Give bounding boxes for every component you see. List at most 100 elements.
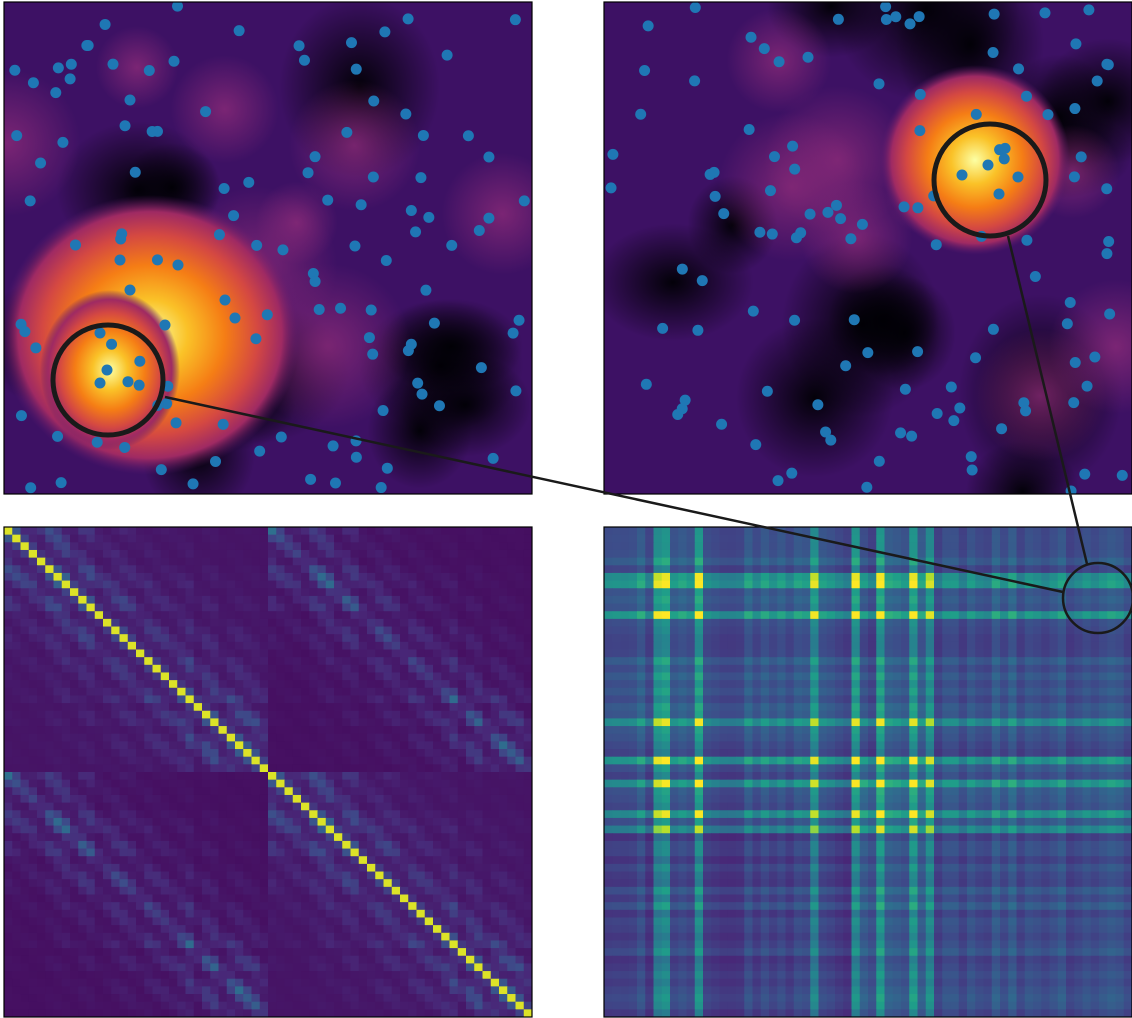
matrix-cell (433, 963, 442, 972)
matrix-cell (284, 595, 294, 605)
matrix-cell (975, 534, 984, 543)
matrix-cell (259, 925, 269, 934)
matrix-cell (309, 527, 318, 536)
matrix-cell (408, 557, 417, 566)
matrix-cell (28, 534, 38, 543)
matrix-cell (309, 649, 318, 658)
matrix-cell (136, 902, 145, 911)
matrix-cell (28, 963, 38, 972)
matrix-cell (28, 986, 38, 995)
matrix-cell (523, 955, 533, 964)
matrix-cell (507, 1009, 516, 1018)
matrix-cell (111, 527, 120, 536)
matrix-cell (78, 542, 87, 551)
matrix-cell (1074, 549, 1083, 559)
matrix-cell (86, 772, 96, 781)
matrix-cell (301, 794, 310, 804)
matrix-cell (251, 749, 261, 758)
matrix-cell (284, 856, 294, 865)
matrix-cell (152, 527, 162, 536)
sample-point (124, 284, 136, 296)
matrix-cell (309, 611, 318, 620)
matrix-cell (94, 1009, 104, 1018)
matrix-cell (367, 542, 376, 551)
matrix-cell (466, 955, 475, 964)
matrix-cell (127, 618, 137, 628)
matrix-cell (12, 802, 21, 811)
matrix-cell (1066, 527, 1075, 536)
matrix-cell (235, 557, 244, 566)
matrix-cell (499, 641, 508, 650)
matrix-cell (144, 971, 153, 980)
matrix-cell (177, 871, 186, 880)
matrix-cell (441, 611, 450, 620)
matrix-cell (474, 994, 483, 1003)
matrix-cell (367, 886, 376, 895)
matrix-cell (4, 695, 13, 704)
matrix-cell (136, 603, 145, 612)
matrix-cell (1090, 527, 1100, 536)
matrix-cell (94, 572, 104, 582)
matrix-cell (441, 687, 450, 696)
matrix-cell (4, 534, 13, 543)
matrix-cell (835, 580, 844, 589)
matrix-cell (441, 932, 450, 941)
matrix-cell (367, 925, 376, 934)
matrix-cell (185, 879, 195, 888)
matrix-cell (818, 549, 828, 559)
matrix-cell (408, 565, 417, 574)
matrix-cell (78, 557, 87, 566)
matrix-cell (259, 718, 269, 727)
matrix-cell (1074, 572, 1083, 582)
matrix-cell (210, 955, 219, 964)
matrix-cell (210, 825, 219, 834)
matrix-cell (383, 603, 393, 612)
matrix-cell (441, 794, 450, 804)
matrix-cell (78, 772, 87, 781)
matrix-cell (523, 802, 533, 811)
matrix-cell (408, 978, 417, 987)
matrix-cell (515, 894, 525, 903)
matrix-cell (94, 863, 104, 873)
matrix-cell (317, 687, 327, 696)
matrix-cell (193, 764, 203, 773)
matrix-cell (499, 1001, 508, 1010)
matrix-cell (152, 909, 162, 918)
matrix-cell (251, 772, 261, 781)
sample-point (218, 183, 230, 195)
matrix-cell (103, 886, 112, 895)
matrix-cell (482, 794, 492, 804)
matrix-cell (375, 810, 384, 819)
matrix-cell (482, 618, 492, 628)
matrix-cell (892, 527, 902, 536)
matrix-cell (769, 527, 778, 536)
matrix-cell (119, 971, 129, 980)
matrix-cell (70, 634, 79, 643)
matrix-cell (515, 848, 525, 857)
matrix-cell (78, 595, 87, 605)
matrix-cell (334, 909, 343, 918)
matrix-cell (160, 948, 170, 957)
matrix-cell (424, 565, 434, 574)
matrix-cell (301, 787, 310, 796)
matrix-cell (711, 572, 720, 582)
matrix-cell (243, 611, 252, 620)
sample-point (848, 314, 860, 326)
matrix-cell (367, 894, 376, 903)
matrix-cell (424, 657, 434, 666)
matrix-cell (210, 572, 219, 582)
matrix-cell (243, 879, 252, 888)
matrix-cell (868, 557, 877, 566)
matrix-cell (119, 749, 129, 758)
matrix-cell (94, 565, 104, 574)
matrix-cell (433, 703, 442, 712)
matrix-cell (342, 626, 351, 635)
sample-point (1012, 171, 1024, 183)
matrix-cell (810, 580, 819, 589)
matrix-cell (103, 549, 112, 559)
matrix-cell (45, 863, 54, 873)
matrix-cell (325, 955, 335, 964)
matrix-cell (119, 886, 129, 895)
matrix-cell (678, 572, 687, 582)
matrix-cell (416, 863, 426, 873)
